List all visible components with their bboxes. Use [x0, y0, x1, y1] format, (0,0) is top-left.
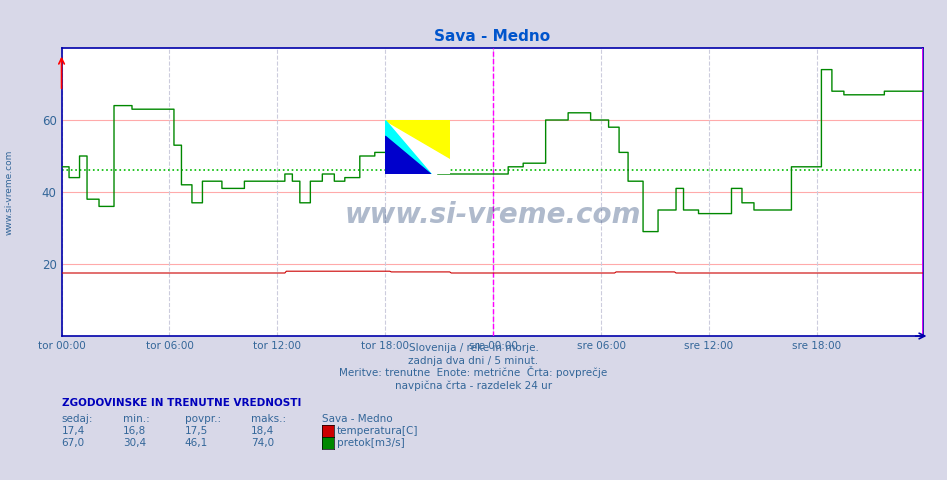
Text: www.si-vreme.com: www.si-vreme.com: [5, 149, 14, 235]
Polygon shape: [385, 120, 431, 174]
Text: povpr.:: povpr.:: [185, 414, 221, 424]
Title: Sava - Medno: Sava - Medno: [435, 29, 550, 44]
Polygon shape: [385, 120, 450, 158]
Text: Sava - Medno: Sava - Medno: [322, 414, 393, 424]
Text: pretok[m3/s]: pretok[m3/s]: [337, 438, 405, 448]
Text: Slovenija / reke in morje.: Slovenija / reke in morje.: [408, 343, 539, 353]
Text: 30,4: 30,4: [123, 438, 146, 448]
Text: sedaj:: sedaj:: [62, 414, 93, 424]
Text: Meritve: trenutne  Enote: metrične  Črta: povprečje: Meritve: trenutne Enote: metrične Črta: …: [339, 366, 608, 378]
Text: ZGODOVINSKE IN TRENUTNE VREDNOSTI: ZGODOVINSKE IN TRENUTNE VREDNOSTI: [62, 397, 301, 408]
Polygon shape: [385, 136, 431, 174]
Text: 46,1: 46,1: [185, 438, 208, 448]
Text: 74,0: 74,0: [251, 438, 274, 448]
Text: maks.:: maks.:: [251, 414, 286, 424]
Text: min.:: min.:: [123, 414, 150, 424]
Text: 16,8: 16,8: [123, 426, 147, 436]
Text: temperatura[C]: temperatura[C]: [337, 426, 419, 436]
Text: 17,5: 17,5: [185, 426, 208, 436]
Text: 18,4: 18,4: [251, 426, 275, 436]
Text: navpična črta - razdelek 24 ur: navpična črta - razdelek 24 ur: [395, 380, 552, 391]
Text: www.si-vreme.com: www.si-vreme.com: [344, 201, 641, 229]
Text: 17,4: 17,4: [62, 426, 85, 436]
Text: zadnja dva dni / 5 minut.: zadnja dva dni / 5 minut.: [408, 356, 539, 366]
Text: 67,0: 67,0: [62, 438, 84, 448]
